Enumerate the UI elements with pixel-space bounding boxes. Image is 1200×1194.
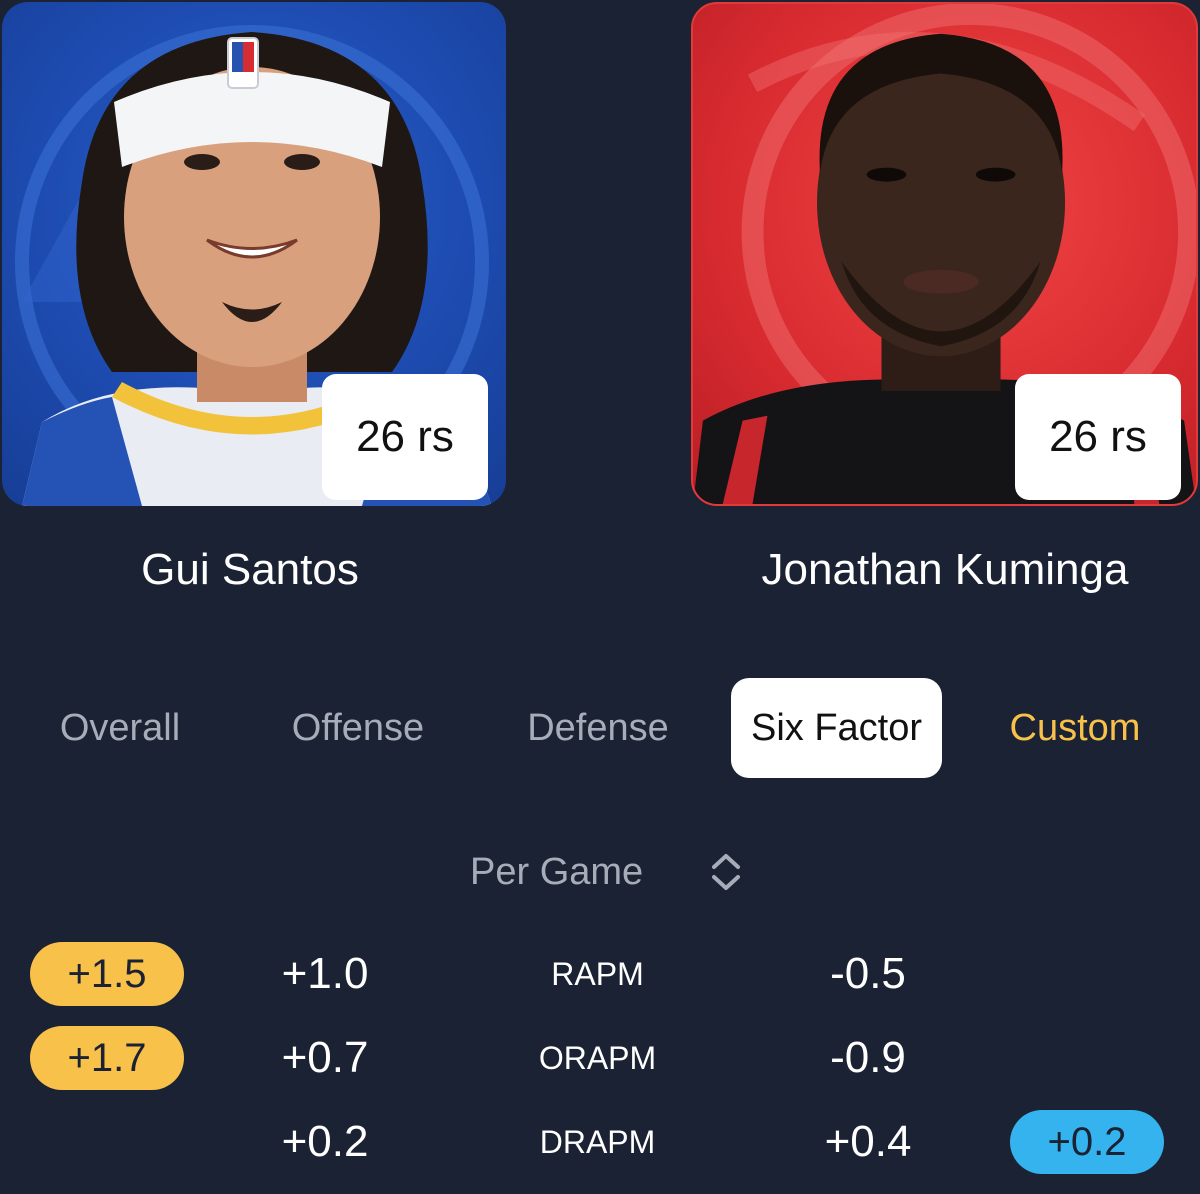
rs-badge-right: 26 rs xyxy=(1015,374,1181,500)
player-card-right[interactable]: 26 rs xyxy=(691,2,1198,506)
tab-overall[interactable]: Overall xyxy=(59,706,181,749)
per-game-label: Per Game xyxy=(470,850,644,893)
right-pill-drapm: +0.2 xyxy=(1010,1110,1164,1174)
stat-row-drapm: +0.2 DRAPM +0.4 +0.2 xyxy=(0,1110,1200,1180)
player-card-left[interactable]: 26 rs xyxy=(2,2,506,506)
left-value-orapm: +0.7 xyxy=(281,1033,369,1082)
tab-defense[interactable]: Defense xyxy=(527,706,669,749)
right-value-orapm: -0.9 xyxy=(830,1033,906,1082)
rs-badge-left: 26 rs xyxy=(322,374,488,500)
per-game-selector[interactable]: Per Game xyxy=(450,840,770,904)
left-value-drapm: +0.2 xyxy=(281,1117,369,1166)
player-name-left[interactable]: Gui Santos xyxy=(141,545,359,594)
player-portrait-left xyxy=(15,25,492,506)
right-value-rapm: -0.5 xyxy=(830,949,906,998)
left-pill-rapm: +1.5 xyxy=(30,942,184,1006)
sort-updown-icon[interactable] xyxy=(708,850,744,894)
tab-custom[interactable]: Custom xyxy=(1009,706,1141,749)
tab-offense[interactable]: Offense xyxy=(291,706,425,749)
tab-six-factor[interactable]: Six Factor xyxy=(731,678,942,778)
player-portrait-right xyxy=(693,4,1196,504)
category-tabs: Overall Offense Defense Six Factor Custo… xyxy=(0,678,1200,778)
left-pill-orapm: +1.7 xyxy=(30,1026,184,1090)
player-name-right[interactable]: Jonathan Kuminga xyxy=(761,545,1129,594)
stat-label-orapm: ORAPM xyxy=(538,1039,657,1076)
stat-row-rapm: +1.5 +1.0 RAPM -0.5 xyxy=(0,942,1200,1012)
stat-label-rapm: RAPM xyxy=(551,955,644,992)
stat-row-orapm: +1.7 +0.7 ORAPM -0.9 xyxy=(0,1026,1200,1096)
right-value-drapm: +0.4 xyxy=(824,1117,912,1166)
stat-label-drapm: DRAPM xyxy=(539,1123,656,1160)
left-value-rapm: +1.0 xyxy=(281,949,369,998)
